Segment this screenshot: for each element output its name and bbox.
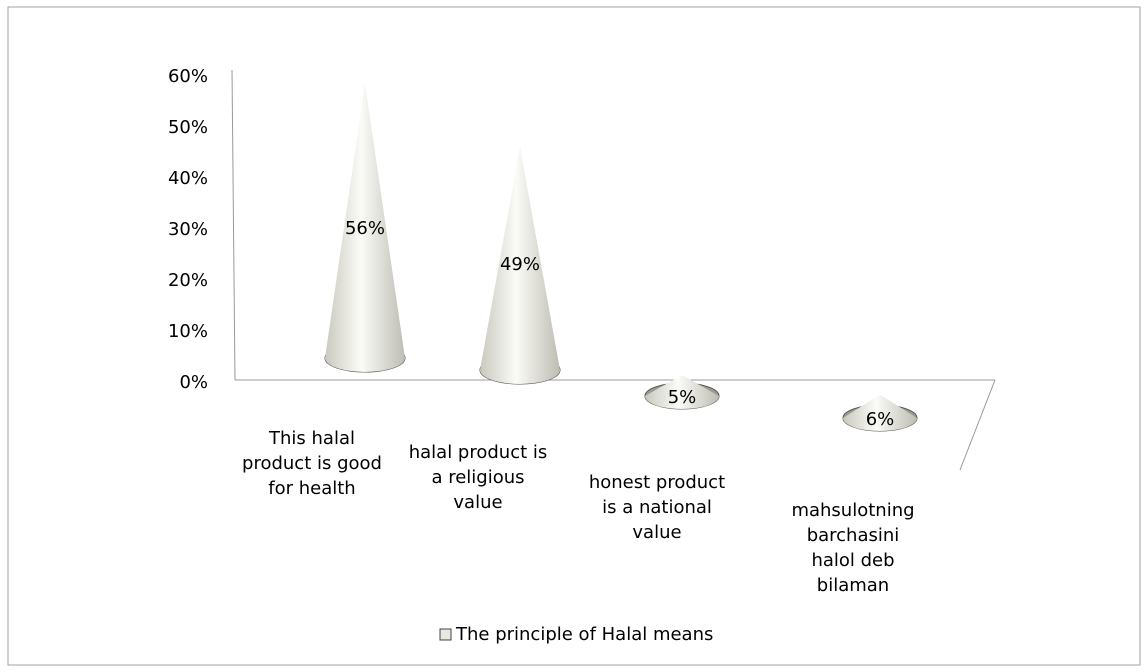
- data-label: 6%: [866, 409, 895, 430]
- y-tick-label: 20%: [168, 270, 208, 291]
- y-tick-label: 50%: [168, 117, 208, 138]
- y-tick-label: 40%: [168, 168, 208, 189]
- data-label: 49%: [500, 254, 540, 275]
- cone: [843, 394, 917, 431]
- legend-swatch: [439, 628, 452, 641]
- data-label: 5%: [668, 387, 697, 408]
- floor-right: [959, 379, 996, 471]
- cone: [645, 375, 719, 409]
- cone: [325, 83, 405, 372]
- chart-border: [7, 6, 1141, 666]
- y-tick-label: 30%: [168, 219, 208, 240]
- x-tick-label: This halal product is good for health: [242, 428, 382, 499]
- y-tick-label: 60%: [168, 66, 208, 87]
- legend-label: The principle of Halal means: [455, 624, 713, 645]
- cone: [480, 147, 560, 384]
- x-tick-label: honest product is a national value: [588, 472, 726, 543]
- data-label: 56%: [345, 218, 385, 239]
- y-axis: [231, 69, 236, 381]
- x-tick-label: halal product is a religious value: [408, 442, 548, 513]
- y-tick-label: 0%: [179, 372, 208, 393]
- x-tick-label: mahsulotning barchasini halol deb bilama…: [791, 500, 915, 596]
- y-tick-label: 10%: [168, 321, 208, 342]
